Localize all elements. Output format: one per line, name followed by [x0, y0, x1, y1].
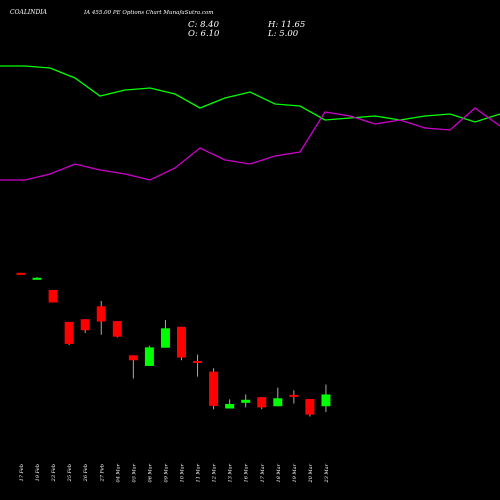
- x-tick-label: 05 Mar: [131, 463, 137, 482]
- candlestick-plot: [16, 272, 331, 417]
- candle-body: [273, 398, 283, 407]
- close-value: C: 8.40: [188, 20, 220, 30]
- candle-body: [225, 403, 235, 409]
- candle-body: [193, 361, 203, 364]
- x-tick-label: 11 Mar: [196, 463, 202, 482]
- x-tick-label: 20 Mar: [308, 463, 314, 483]
- candle: [225, 399, 235, 409]
- candle-body: [257, 397, 267, 408]
- candle-body: [241, 399, 251, 403]
- candle: [32, 277, 42, 280]
- x-axis-labels: 17 Feb 19 Feb 23 Feb 25 Feb 26 Feb 27 Feb 04 M…: [19, 463, 330, 483]
- x-tick-label: 13 Mar: [228, 463, 234, 482]
- candle: [241, 394, 251, 408]
- x-tick-label: 17 Mar: [260, 463, 266, 482]
- candle: [112, 321, 122, 338]
- candle-body: [48, 289, 58, 303]
- candle-body: [96, 306, 106, 322]
- candle: [177, 326, 186, 361]
- x-tick-label: 04 Mar: [115, 463, 121, 482]
- candle-body: [160, 328, 170, 348]
- candle: [160, 319, 170, 348]
- candle-body: [305, 399, 315, 415]
- candle: [321, 384, 331, 412]
- indicator-line-2: [0, 107, 500, 181]
- candle: [128, 355, 138, 379]
- candle: [64, 321, 74, 346]
- candle: [289, 390, 299, 404]
- candle-body: [32, 277, 42, 280]
- candle: [193, 354, 203, 377]
- candle: [305, 399, 315, 417]
- candle-body: [64, 321, 74, 344]
- low-value: L: 5.00: [267, 29, 299, 39]
- candle-body: [112, 321, 122, 337]
- x-tick-label: 12 Mar: [212, 463, 218, 482]
- candle-body: [144, 347, 154, 366]
- indicator-line-1: [0, 65, 500, 123]
- open-value: O: 6.10: [188, 29, 220, 39]
- candle-body: [177, 326, 186, 358]
- chart-description: IA 455.00 PE Options Chart MunafaSutra.c…: [83, 10, 213, 16]
- symbol-label: COALINDIA: [10, 9, 48, 16]
- x-tick-label: 17 Feb: [19, 464, 25, 481]
- candle-body: [321, 394, 331, 407]
- candle: [16, 272, 26, 275]
- x-tick-label: 18 Mar: [276, 463, 282, 482]
- candle: [80, 319, 90, 333]
- candle-body: [16, 272, 26, 275]
- x-tick-label: 09 Mar: [163, 463, 169, 482]
- x-tick-label: 25 Feb: [67, 464, 73, 482]
- candle-body: [289, 394, 299, 397]
- x-tick-label: 19 Feb: [35, 464, 41, 481]
- high-value: H: 11.65: [267, 20, 305, 30]
- x-tick-label: 27 Feb: [99, 464, 105, 482]
- x-tick-label: 06 Mar: [147, 463, 153, 482]
- candle: [209, 368, 219, 410]
- x-tick-label: 16 Mar: [244, 463, 250, 482]
- candle: [96, 300, 106, 335]
- x-tick-label: 23 Feb: [51, 464, 57, 482]
- x-tick-label: 23 Mar: [324, 463, 330, 483]
- candle: [144, 345, 154, 366]
- candle: [273, 387, 283, 407]
- x-tick-label: 26 Feb: [83, 464, 89, 482]
- x-tick-label: 19 Mar: [292, 463, 298, 482]
- candle: [257, 397, 267, 410]
- x-tick-label: 10 Mar: [180, 463, 186, 482]
- indicator-lines: [0, 65, 500, 181]
- candle-body: [128, 355, 138, 361]
- candle: [48, 289, 58, 303]
- candle-body: [209, 371, 219, 406]
- candle-body: [80, 319, 90, 331]
